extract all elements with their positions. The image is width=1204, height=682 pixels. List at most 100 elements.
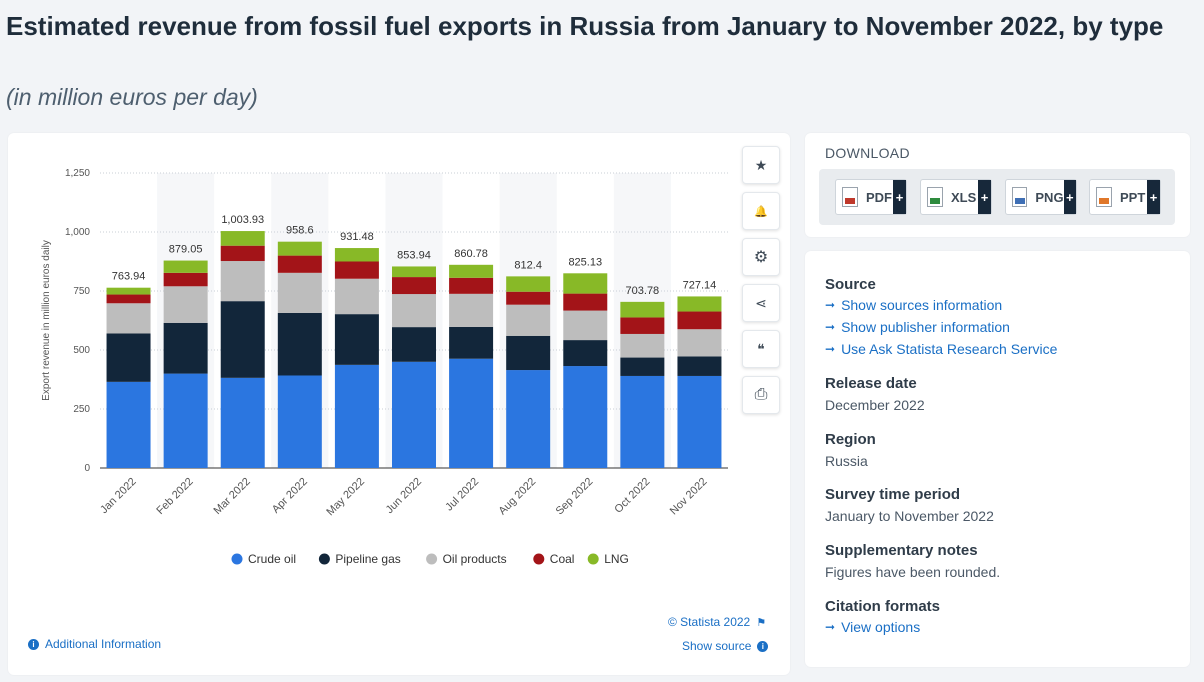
bar-segment-crude-oil bbox=[449, 358, 494, 468]
legend-marker bbox=[318, 553, 330, 565]
bar-segment-pipeline-gas bbox=[220, 301, 265, 378]
release-date-heading: Release date bbox=[825, 375, 917, 392]
x-tick-label: Nov 2022 bbox=[668, 476, 710, 518]
info-icon: i bbox=[28, 638, 39, 650]
favorite-button[interactable]: ★ bbox=[742, 146, 780, 184]
plus-icon: + bbox=[893, 180, 906, 214]
legend-label: LNG bbox=[604, 552, 629, 566]
view-options-label: View options bbox=[841, 619, 921, 635]
bar-segment-coal bbox=[449, 277, 494, 294]
legend-label: Crude oil bbox=[248, 552, 296, 566]
additional-information-label: Additional Information bbox=[45, 637, 162, 651]
legend-marker bbox=[587, 553, 599, 565]
region-heading: Region bbox=[825, 431, 876, 448]
arrow-right-icon: ➞ bbox=[825, 298, 836, 312]
bar-segment-oil-products bbox=[106, 303, 151, 334]
bar-segment-oil-products bbox=[392, 294, 436, 328]
bar-segment-oil-products bbox=[677, 329, 722, 357]
bar-segment-lng bbox=[334, 248, 379, 262]
x-tick-label: Oct 2022 bbox=[612, 476, 652, 516]
x-tick-label: Mar 2022 bbox=[211, 476, 252, 517]
y-tick-label: 1,000 bbox=[65, 227, 90, 238]
bar-segment-oil-products bbox=[334, 278, 379, 315]
ppt-file-icon bbox=[1096, 187, 1112, 207]
additional-information-link[interactable]: i Additional Information bbox=[28, 637, 161, 651]
total-label: 812.4 bbox=[514, 259, 542, 271]
bell-icon: 🔔 bbox=[754, 205, 768, 218]
plus-icon: + bbox=[978, 180, 991, 214]
pdf-file-icon bbox=[842, 187, 858, 207]
bar-segment-coal bbox=[506, 291, 551, 305]
x-tick-label: Feb 2022 bbox=[154, 476, 195, 517]
bar-segment-lng bbox=[106, 287, 151, 295]
arrow-right-icon: ➞ bbox=[825, 320, 836, 334]
bar-segment-pipeline-gas bbox=[506, 335, 551, 371]
bar-segment-lng bbox=[677, 296, 722, 312]
bar-segment-coal bbox=[277, 255, 322, 273]
arrow-right-icon: ➞ bbox=[825, 342, 836, 356]
settings-button[interactable]: ⚙ bbox=[742, 238, 780, 276]
x-tick-label: Jul 2022 bbox=[443, 476, 481, 514]
bar-segment-pipeline-gas bbox=[277, 312, 322, 376]
x-tick-label: Apr 2022 bbox=[270, 476, 310, 516]
legend-label: Oil products bbox=[443, 552, 507, 566]
print-button[interactable]: ⎙ bbox=[742, 376, 780, 414]
download-xls-label: XLS bbox=[951, 189, 977, 205]
bar-segment-coal bbox=[392, 277, 436, 295]
legend-label: Pipeline gas bbox=[335, 552, 400, 566]
x-tick-label: Aug 2022 bbox=[497, 476, 539, 518]
legend-marker bbox=[533, 553, 545, 565]
download-pdf-button[interactable]: PDF + bbox=[835, 179, 907, 215]
notification-button[interactable]: 🔔 bbox=[742, 192, 780, 230]
view-options-link[interactable]: ➞ View options bbox=[825, 619, 920, 635]
arrow-right-icon: ➞ bbox=[825, 620, 836, 634]
total-label: 931.48 bbox=[340, 231, 374, 243]
bar-segment-coal bbox=[106, 294, 151, 304]
ask-statista-label: Use Ask Statista Research Service bbox=[841, 341, 1058, 357]
bar-segment-pipeline-gas bbox=[563, 340, 608, 367]
bar-segment-crude-oil bbox=[334, 364, 379, 468]
show-publisher-label: Show publisher information bbox=[841, 319, 1010, 335]
bar-segment-crude-oil bbox=[106, 381, 151, 468]
star-icon: ★ bbox=[754, 156, 768, 173]
bar-segment-oil-products bbox=[163, 286, 208, 323]
bar-segment-pipeline-gas bbox=[620, 357, 665, 376]
stacked-bar-chart: 0 250 500 750 1,000 1,250 Export revenue in mi… bbox=[41, 168, 728, 566]
bar-segment-lng bbox=[506, 276, 551, 292]
bar-segment-lng bbox=[392, 266, 436, 278]
cite-button[interactable]: ❝ bbox=[742, 330, 780, 368]
statista-copyright[interactable]: © Statista 2022 ⚑ bbox=[668, 615, 766, 629]
bar-segment-oil-products bbox=[563, 310, 608, 341]
y-tick-label: 250 bbox=[73, 404, 90, 415]
download-xls-button[interactable]: XLS + bbox=[920, 179, 992, 215]
bar-segment-pipeline-gas bbox=[334, 314, 379, 365]
download-ppt-button[interactable]: PPT + bbox=[1089, 179, 1161, 215]
share-button[interactable]: ⋖ bbox=[742, 284, 780, 322]
copyright-label: © Statista 2022 bbox=[668, 615, 751, 629]
download-button-tray: PDF + XLS + PNG + PPT + bbox=[819, 169, 1175, 225]
bar-segment-pipeline-gas bbox=[106, 333, 151, 382]
show-publisher-link[interactable]: ➞ Show publisher information bbox=[825, 319, 1010, 335]
bar-segment-coal bbox=[220, 245, 265, 262]
bar-segment-oil-products bbox=[277, 272, 322, 313]
bar-segment-crude-oil bbox=[220, 377, 265, 468]
download-heading: DOWNLOAD bbox=[825, 145, 910, 161]
y-axis-label: Export revenue in million euros daily bbox=[41, 240, 52, 401]
download-ppt-label: PPT bbox=[1120, 189, 1146, 205]
flag-icon: ⚑ bbox=[756, 616, 767, 629]
bar-segment-coal bbox=[563, 293, 608, 311]
bar-segment-oil-products bbox=[620, 333, 665, 358]
bar-segment-crude-oil bbox=[392, 361, 436, 468]
bar-segment-pipeline-gas bbox=[392, 327, 436, 362]
total-label: 860.78 bbox=[454, 248, 488, 260]
download-png-label: PNG bbox=[1035, 189, 1064, 205]
total-label: 1,003.93 bbox=[221, 214, 264, 226]
show-sources-link[interactable]: ➞ Show sources information bbox=[825, 297, 1002, 313]
plus-icon: + bbox=[1063, 180, 1076, 214]
png-file-icon bbox=[1012, 187, 1028, 207]
show-source-link[interactable]: Show source i bbox=[682, 639, 769, 653]
ask-statista-link[interactable]: ➞ Use Ask Statista Research Service bbox=[825, 341, 1057, 357]
download-png-button[interactable]: PNG + bbox=[1005, 179, 1077, 215]
page-subtitle: (in million euros per day) bbox=[6, 84, 258, 110]
survey-period-heading: Survey time period bbox=[825, 486, 961, 503]
